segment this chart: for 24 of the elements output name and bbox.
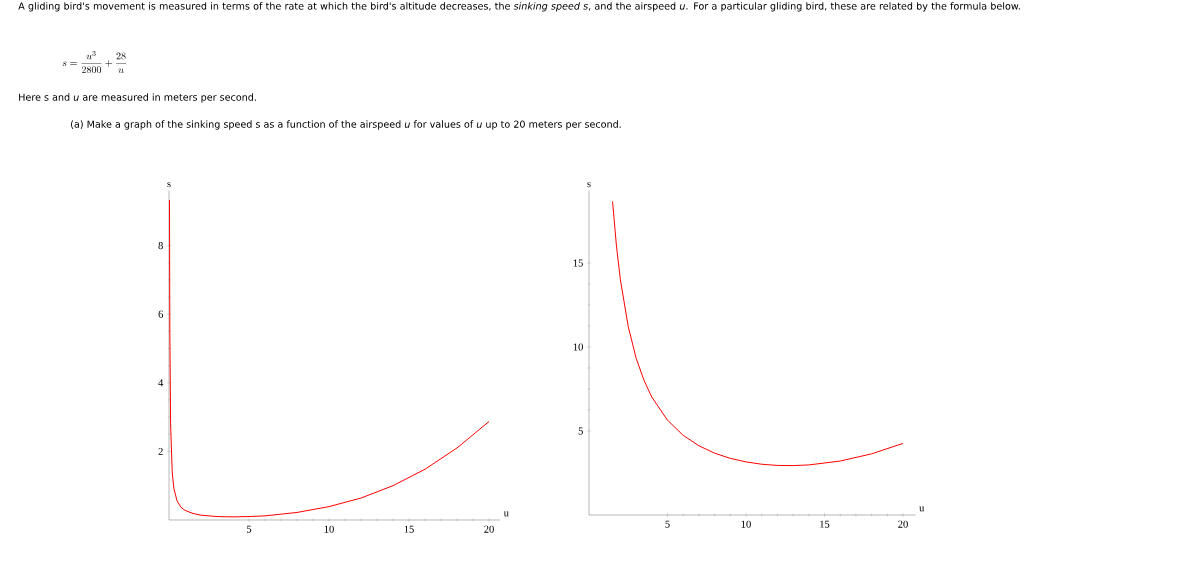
x-tick-label: 20 bbox=[898, 520, 908, 528]
text: Here s and u are measured in meters per second. bbox=[19, 93, 256, 103]
x-tick-label: 10 bbox=[324, 525, 334, 533]
line-series bbox=[612, 200, 904, 467]
x-tick-label: 5 bbox=[247, 525, 252, 533]
y-tick-label: 10 bbox=[573, 343, 583, 351]
y-axis-title: s bbox=[167, 182, 171, 188]
text: (a) Make a graph of the sinking speed s as a function of the airspeed u for values of u up to 20 meters per second. bbox=[71, 120, 621, 130]
x-tick-label: 15 bbox=[404, 525, 414, 533]
x-axis-title: u bbox=[503, 511, 509, 517]
y-tick-label: 8 bbox=[158, 242, 163, 250]
text: A gliding bird's movement is measured in terms of the rate at which the bird's altitude decreases, the sinking speed s, and the airspeed u. For a particular gliding bird, these are related by the formula below. bbox=[18, 2, 1020, 12]
x-tick-label: 5 bbox=[665, 520, 670, 528]
x-tick-label: 20 bbox=[484, 525, 494, 533]
y-tick-label: 2 bbox=[158, 447, 163, 455]
x-tick-label: 10 bbox=[741, 520, 751, 528]
y-tick-label: 15 bbox=[573, 259, 583, 267]
text: $s = \frac{u^3}{2800} + \frac{28}{u}$ bbox=[62, 50, 127, 74]
y-tick-label: 6 bbox=[158, 310, 164, 318]
y-tick-label: 5 bbox=[578, 427, 583, 435]
x-axis-title: u bbox=[919, 506, 925, 512]
x-tick-label: 15 bbox=[820, 520, 830, 528]
y-tick-label: 4 bbox=[158, 379, 164, 387]
y-axis-title: s bbox=[587, 182, 591, 188]
